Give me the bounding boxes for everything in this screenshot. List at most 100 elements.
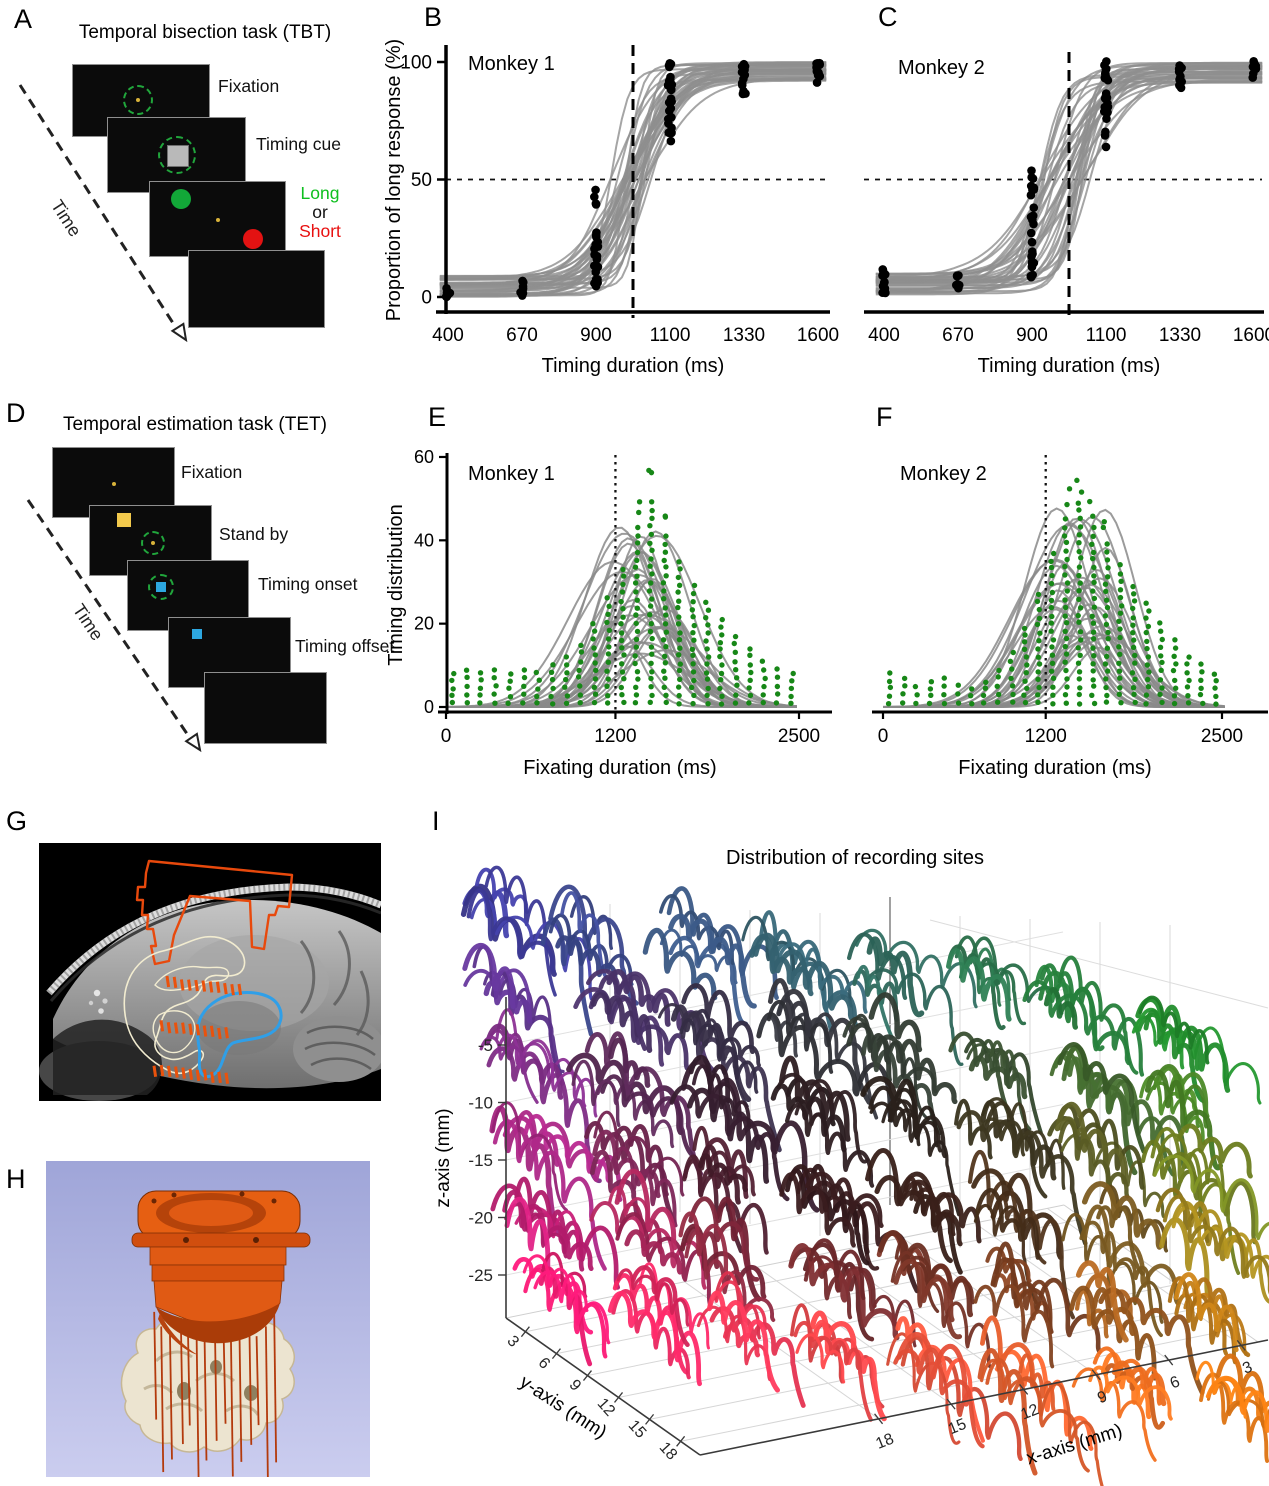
caudate-inner-outline: [154, 965, 230, 991]
tbt-screen-blank: [188, 250, 325, 328]
svg-text:Timing duration (ms): Timing duration (ms): [978, 355, 1161, 377]
session-data-points: [441, 58, 825, 302]
chamber-3d-render: [46, 1161, 370, 1477]
timing-square-icon: [192, 629, 202, 639]
svg-text:18: 18: [656, 1439, 681, 1464]
svg-text:-25: -25: [468, 1266, 493, 1285]
svg-text:Monkey 1: Monkey 1: [468, 463, 555, 485]
svg-text:6: 6: [1168, 1373, 1183, 1392]
thalamus-outline: [196, 991, 283, 1079]
svg-text:0: 0: [441, 726, 452, 747]
svg-text:0: 0: [424, 697, 434, 717]
trial-count-dots: [449, 467, 796, 707]
svg-text:40: 40: [414, 530, 434, 550]
fixation-window-icon: [141, 531, 165, 555]
panel-d-label: D: [6, 398, 26, 428]
svg-text:-15: -15: [468, 1151, 493, 1170]
svg-text:20: 20: [414, 614, 434, 634]
panel-f-label: F: [876, 402, 893, 432]
panel-e-label: E: [428, 402, 447, 432]
svg-text:-10: -10: [468, 1094, 493, 1113]
tbt-screen-choice: [149, 181, 286, 257]
svg-text:Monkey 1: Monkey 1: [468, 53, 555, 75]
svg-text:1600: 1600: [797, 325, 839, 346]
psychometric-plot-monkey2: 400 670 900 1100 1330 1600 Timing duration (ms…: [864, 52, 1269, 377]
recording-site-traces: [460, 865, 1269, 1486]
svg-text:9: 9: [566, 1377, 585, 1395]
panel-a-label: A: [14, 4, 33, 34]
fixation-window-icon: [148, 574, 174, 600]
tet-title: Temporal estimation task (TET): [63, 414, 327, 435]
tet-frame3-label: Timing onset: [258, 574, 358, 594]
svg-text:Monkey 2: Monkey 2: [898, 57, 985, 79]
svg-text:2500: 2500: [778, 726, 820, 747]
tbt-frame1-label: Fixation: [218, 76, 280, 96]
svg-text:18: 18: [873, 1430, 896, 1452]
chamber-outline-overlay: [135, 859, 294, 966]
svg-text:900: 900: [1016, 325, 1048, 346]
mri-sagittal-image: [39, 843, 381, 1101]
recording-chamber: [131, 1190, 311, 1355]
svg-text:1200: 1200: [1025, 726, 1067, 747]
svg-text:Timing distribution: Timing distribution: [385, 504, 407, 666]
svg-text:0: 0: [878, 726, 889, 747]
svg-text:100: 100: [400, 53, 432, 74]
svg-text:6: 6: [534, 1355, 553, 1373]
svg-text:1330: 1330: [1159, 325, 1201, 346]
svg-text:1330: 1330: [723, 325, 765, 346]
standby-square-icon: [117, 513, 131, 527]
svg-text:2500: 2500: [1201, 726, 1243, 747]
fixation-window-icon: [158, 136, 196, 174]
svg-text:15: 15: [625, 1417, 650, 1442]
short-target-icon: [243, 229, 263, 249]
tet-frame2-label: Stand by: [219, 524, 289, 544]
tbt-frame2-label: Timing cue: [256, 134, 341, 154]
panel-i-label: I: [432, 806, 440, 836]
recording-sites-3d-plot: Distribution of recording sites -5 -10 -15 -…: [433, 847, 1269, 1486]
svg-text:-20: -20: [468, 1209, 493, 1228]
svg-text:670: 670: [942, 325, 974, 346]
tbt-screen-timing-cue: [107, 117, 246, 193]
timing-square-icon: [156, 582, 166, 592]
lower-inner-outline: [152, 1010, 196, 1054]
trial-count-dots: [885, 477, 1219, 707]
svg-text:Monkey 2: Monkey 2: [900, 463, 987, 485]
tbt-title: Temporal bisection task (TBT): [78, 22, 332, 43]
svg-text:1100: 1100: [650, 325, 691, 346]
fixation-dot-icon: [151, 541, 155, 545]
svg-text:Fixating duration (ms): Fixating duration (ms): [523, 757, 716, 779]
timing-distribution-monkey2: 0 1200 2500 Fixating duration (ms) Monkey 2: [872, 455, 1268, 779]
svg-text:z-axis (mm): z-axis (mm): [433, 1108, 454, 1207]
svg-text:Timing duration (ms): Timing duration (ms): [542, 355, 725, 377]
tet-frame4-label: Timing offset: [295, 636, 395, 656]
timing-cue-square-icon: [167, 145, 189, 167]
or-label: or: [312, 202, 328, 222]
panel-h-label: H: [6, 1164, 26, 1194]
panel-c-label: C: [878, 2, 898, 32]
long-target-icon: [171, 189, 191, 209]
svg-text:-5: -5: [478, 1036, 493, 1055]
electrode-track-marks: [152, 975, 243, 1084]
long-label: Long: [300, 183, 340, 203]
svg-text:1200: 1200: [594, 726, 636, 747]
tet-screen-blank: [204, 672, 327, 744]
fixation-dot-icon: [216, 218, 220, 222]
svg-text:1100: 1100: [1086, 325, 1127, 346]
tet-frame1-label: Fixation: [181, 462, 243, 482]
svg-text:3: 3: [503, 1333, 522, 1351]
svg-text:12: 12: [1019, 1401, 1042, 1423]
svg-text:Fixating duration (ms): Fixating duration (ms): [958, 757, 1151, 779]
choice-labels: Long or Short: [285, 184, 355, 241]
time-arrow-tbt: [18, 84, 188, 343]
svg-text:670: 670: [506, 325, 538, 346]
short-label: Short: [299, 221, 341, 241]
timing-distribution-monkey1: 0 20 40 60 Timing distribution 0 1200 2500 Fixat…: [385, 447, 832, 779]
svg-text:0: 0: [421, 288, 432, 309]
sinus-speckles: [88, 989, 108, 1014]
fixation-window-icon: [123, 85, 153, 115]
svg-text:15: 15: [946, 1416, 969, 1438]
time-arrow-tet: [26, 499, 202, 753]
panel-b-label: B: [424, 2, 443, 32]
